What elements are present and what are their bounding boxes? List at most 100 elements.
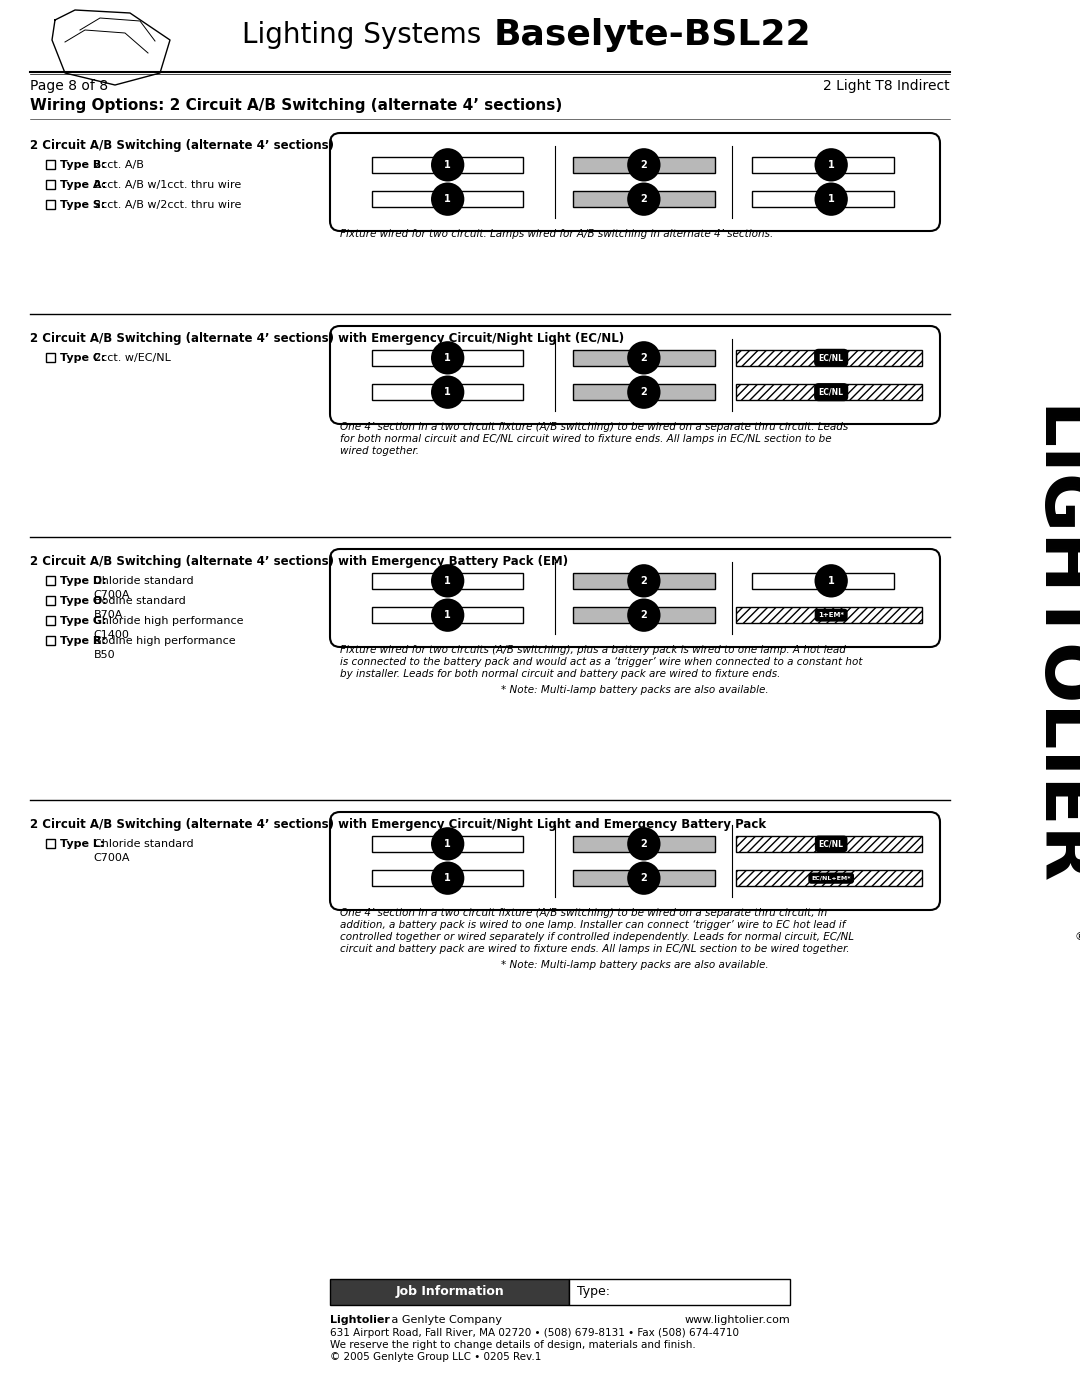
Bar [737,608,922,623]
Text: * Note: Multi-lamp battery packs are also available.: * Note: Multi-lamp battery packs are als… [501,960,769,970]
Text: 1: 1 [827,576,835,585]
Text: for both normal circuit and EC/NL circuit wired to fixture ends. All lamps in EC: for both normal circuit and EC/NL circui… [340,434,832,444]
Text: 2: 2 [640,194,647,204]
Text: 2 Circuit A/B Switching (alternate 4’ sections) with Emergency Circuit/Night Lig: 2 Circuit A/B Switching (alternate 4’ se… [30,332,624,345]
Text: Type A:: Type A: [60,180,106,190]
Bar [46,180,55,189]
Text: Chloride standard: Chloride standard [94,840,193,849]
Bar [46,576,55,585]
Text: by installer. Leads for both normal circuit and battery pack are wired to fixtur: by installer. Leads for both normal circ… [340,669,781,679]
Bar [737,351,922,366]
Text: C700A: C700A [94,854,130,863]
Text: 1: 1 [444,610,451,620]
Text: Type B:: Type B: [60,161,106,170]
Text: circuit and battery pack are wired to fixture ends. All lamps in EC/NL section t: circuit and battery pack are wired to fi… [340,944,850,954]
Text: 2 Circuit A/B Switching (alternate 4’ sections) with Emergency Battery Pack (EM): 2 Circuit A/B Switching (alternate 4’ se… [30,555,568,569]
Bar [373,156,523,173]
Text: Lightolier: Lightolier [330,1315,390,1324]
Bar [330,1280,569,1305]
Text: Type S:: Type S: [60,200,106,210]
Bar [573,608,715,623]
Text: Type L:: Type L: [60,840,105,849]
Text: 2: 2 [640,159,647,170]
Text: EC/NL: EC/NL [819,840,843,848]
Text: Baselyte-BSL22: Baselyte-BSL22 [494,18,812,52]
Bar [573,351,715,366]
Text: One 4’ section in a two circuit fixture (A/B switching) to be wired on a separat: One 4’ section in a two circuit fixture … [340,422,848,432]
Text: 1: 1 [444,353,451,363]
Text: 1: 1 [444,838,451,849]
Text: 2cct. A/B w/1cct. thru wire: 2cct. A/B w/1cct. thru wire [94,180,241,190]
Bar [46,597,55,605]
Text: 1: 1 [444,387,451,397]
FancyBboxPatch shape [330,326,940,425]
Text: EC/NL: EC/NL [819,353,843,362]
FancyBboxPatch shape [330,133,940,231]
Text: a Genlyte Company: a Genlyte Company [388,1315,502,1324]
Text: Chloride standard: Chloride standard [94,576,193,585]
Text: C1400: C1400 [94,630,130,640]
Text: 1+EM*: 1+EM* [819,612,845,617]
Text: Job Information: Job Information [395,1285,504,1298]
Bar [569,1280,789,1305]
Bar [573,156,715,173]
Text: wired together.: wired together. [340,446,419,455]
Text: EC/NL: EC/NL [819,387,843,397]
Text: Wiring Options: 2 Circuit A/B Switching (alternate 4’ sections): Wiring Options: 2 Circuit A/B Switching … [30,98,563,113]
Text: Type:: Type: [577,1285,610,1298]
Text: Type O:: Type O: [60,597,107,606]
Text: 1: 1 [444,194,451,204]
Text: 1: 1 [444,576,451,585]
Bar [737,870,922,886]
Text: EC/NL+EM*: EC/NL+EM* [811,876,851,880]
Text: www.lightolier.com: www.lightolier.com [685,1315,789,1324]
Text: 1: 1 [827,159,835,170]
Text: ®: ® [1075,932,1080,942]
Text: 1: 1 [827,194,835,204]
Bar [573,870,715,886]
Text: 2: 2 [640,387,647,397]
Text: 2cct. A/B: 2cct. A/B [94,161,144,170]
Bar [573,835,715,852]
FancyBboxPatch shape [330,812,940,909]
Text: 1: 1 [444,873,451,883]
Bar [46,200,55,210]
Text: 2 Light T8 Indirect: 2 Light T8 Indirect [823,80,950,94]
Text: Fixture wired for two circuits (A/B switching), plus a battery pack is wired to : Fixture wired for two circuits (A/B swit… [340,645,846,655]
Text: One 4’ section in a two circuit fixture (A/B switching) to be wired on a separat: One 4’ section in a two circuit fixture … [340,908,827,918]
Bar [373,384,523,400]
Bar [373,351,523,366]
Bar [573,191,715,207]
Text: Type D:: Type D: [60,576,107,585]
FancyBboxPatch shape [330,549,940,647]
Text: B50: B50 [94,650,116,659]
Bar [46,161,55,169]
Text: Type G:: Type G: [60,616,107,626]
Bar [46,353,55,362]
Bar [752,156,894,173]
Text: Lighting Systems: Lighting Systems [242,21,490,49]
Text: is connected to the battery pack and would act as a ‘trigger’ wire when connecte: is connected to the battery pack and wou… [340,657,863,666]
Text: We reserve the right to change details of design, materials and finish.: We reserve the right to change details o… [330,1340,696,1350]
Text: Chloride high performance: Chloride high performance [94,616,243,626]
Bar [752,573,894,588]
Text: 1: 1 [444,159,451,170]
Text: B70A: B70A [94,610,123,620]
Bar [46,636,55,645]
Text: Type C:: Type C: [60,353,106,363]
Text: 2 Circuit A/B Switching (alternate 4’ sections) with Emergency Circuit/Night Lig: 2 Circuit A/B Switching (alternate 4’ se… [30,819,766,831]
Bar [573,573,715,588]
Text: © 2005 Genlyte Group LLC • 0205 Rev.1: © 2005 Genlyte Group LLC • 0205 Rev.1 [330,1352,541,1362]
Text: 2cct. w/EC/NL: 2cct. w/EC/NL [94,353,171,363]
Text: 2: 2 [640,353,647,363]
Bar [46,840,55,848]
Bar [46,616,55,624]
Text: 2: 2 [640,576,647,585]
Bar [737,384,922,400]
Bar [573,384,715,400]
Text: 2: 2 [640,610,647,620]
Bar [737,835,922,852]
Text: 631 Airport Road, Fall River, MA 02720 • (508) 679-8131 • Fax (508) 674-4710: 631 Airport Road, Fall River, MA 02720 •… [330,1329,739,1338]
Text: * Note: Multi-lamp battery packs are also available.: * Note: Multi-lamp battery packs are als… [501,685,769,694]
Text: C700A: C700A [94,590,130,599]
